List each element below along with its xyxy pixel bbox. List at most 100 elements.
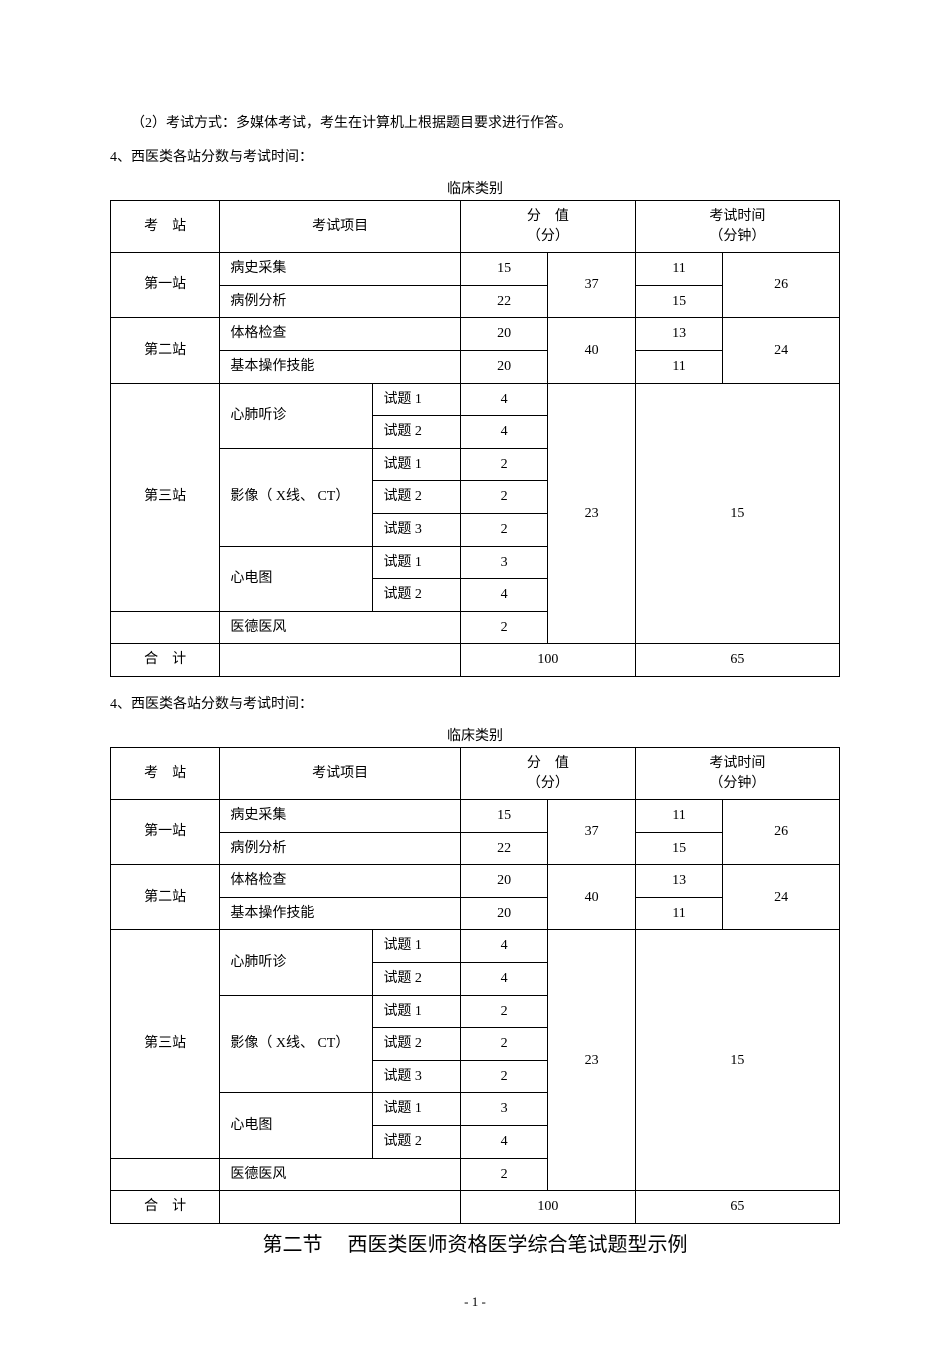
cell-q: 试题 1 (373, 1093, 460, 1126)
table-row: 合 计 100 65 (111, 644, 840, 677)
cell-score-sub: 40 (548, 318, 635, 383)
cell-time-sub: 15 (635, 383, 839, 644)
cell-item: 医德医风 (220, 1158, 461, 1191)
cell-time-sub: 26 (723, 253, 840, 318)
cell-score: 2 (460, 611, 547, 644)
cell-station-2: 第二站 (111, 318, 220, 383)
cell-score: 4 (460, 930, 547, 963)
paragraph-section-intro-2: 4、西医类各站分数与考试时间： (110, 691, 840, 719)
cell-item: 医德医风 (220, 611, 461, 644)
score-table-1: 考 站 考试项目 分 值 （分） 考试时间 （分钟） 第一站 病史采集 15 3… (110, 200, 840, 677)
cell-item: 心肺听诊 (220, 930, 373, 995)
cell-q: 试题 2 (373, 416, 460, 449)
cell-time: 11 (635, 350, 722, 383)
cell-station-2: 第二站 (111, 865, 220, 930)
cell-score: 2 (460, 513, 547, 546)
cell-score: 2 (460, 995, 547, 1028)
cell-score: 4 (460, 963, 547, 996)
table-caption-1: 临床类别 (110, 178, 840, 198)
paragraph-section-intro-1: 4、西医类各站分数与考试时间： (110, 144, 840, 172)
cell-empty (220, 1191, 461, 1224)
th-score: 分 值 （分） (460, 747, 635, 799)
table-row: 考 站 考试项目 分 值 （分） 考试时间 （分钟） (111, 201, 840, 253)
th-station: 考 站 (111, 201, 220, 253)
page-number: - 1 - (0, 1294, 950, 1310)
cell-station-3: 第三站 (111, 383, 220, 611)
cell-item: 病史采集 (220, 800, 461, 833)
cell-time: 13 (635, 865, 722, 898)
cell-score: 15 (460, 800, 547, 833)
table-caption-2: 临床类别 (110, 725, 840, 745)
cell-item: 心肺听诊 (220, 383, 373, 448)
cell-score: 2 (460, 481, 547, 514)
paragraph-exam-method: （2）考试方式：多媒体考试，考生在计算机上根据题目要求进行作答。 (110, 110, 840, 138)
cell-time: 15 (635, 832, 722, 865)
cell-empty (111, 1158, 220, 1191)
cell-empty (220, 644, 461, 677)
cell-score: 20 (460, 865, 547, 898)
cell-score: 22 (460, 285, 547, 318)
table-row: 合 计 100 65 (111, 1191, 840, 1224)
cell-item: 影像（ X线、 CT） (220, 995, 373, 1093)
cell-item: 心电图 (220, 546, 373, 611)
cell-station-1: 第一站 (111, 800, 220, 865)
cell-score-sub: 23 (548, 930, 635, 1191)
table-row: 第一站 病史采集 15 37 11 26 (111, 253, 840, 286)
cell-total-score: 100 (460, 1191, 635, 1224)
cell-total-time: 65 (635, 644, 839, 677)
cell-score: 3 (460, 1093, 547, 1126)
cell-time: 13 (635, 318, 722, 351)
cell-score: 20 (460, 897, 547, 930)
cell-q: 试题 2 (373, 1028, 460, 1061)
cell-item: 体格检查 (220, 865, 461, 898)
table-row: 第一站 病史采集 15 37 11 26 (111, 800, 840, 833)
cell-time-sub: 24 (723, 318, 840, 383)
cell-time: 15 (635, 285, 722, 318)
cell-time-sub: 24 (723, 865, 840, 930)
cell-score: 4 (460, 383, 547, 416)
cell-time: 11 (635, 253, 722, 286)
cell-time: 11 (635, 800, 722, 833)
cell-score: 4 (460, 579, 547, 612)
cell-total-label: 合 计 (111, 1191, 220, 1224)
cell-score: 20 (460, 318, 547, 351)
cell-q: 试题 2 (373, 963, 460, 996)
cell-station-1: 第一站 (111, 253, 220, 318)
th-time: 考试时间 （分钟） (635, 201, 839, 253)
cell-q: 试题 2 (373, 579, 460, 612)
cell-q: 试题 2 (373, 1126, 460, 1159)
score-table-2: 考 站 考试项目 分 值 （分） 考试时间 （分钟） 第一站 病史采集 15 3… (110, 747, 840, 1224)
cell-time-sub: 26 (723, 800, 840, 865)
cell-q: 试题 3 (373, 513, 460, 546)
table-row: 第二站 体格检查 20 40 13 24 (111, 865, 840, 898)
cell-item: 心电图 (220, 1093, 373, 1158)
cell-score: 3 (460, 546, 547, 579)
cell-score-sub: 40 (548, 865, 635, 930)
cell-score: 15 (460, 253, 547, 286)
cell-station-3: 第三站 (111, 930, 220, 1158)
cell-score: 4 (460, 1126, 547, 1159)
cell-item: 体格检查 (220, 318, 461, 351)
cell-q: 试题 1 (373, 383, 460, 416)
cell-score: 20 (460, 350, 547, 383)
cell-empty (111, 611, 220, 644)
table-row: 考 站 考试项目 分 值 （分） 考试时间 （分钟） (111, 747, 840, 799)
table-row: 第二站 体格检查 20 40 13 24 (111, 318, 840, 351)
th-station: 考 站 (111, 747, 220, 799)
cell-item: 基本操作技能 (220, 897, 461, 930)
th-score: 分 值 （分） (460, 201, 635, 253)
cell-score: 4 (460, 416, 547, 449)
cell-score: 2 (460, 1060, 547, 1093)
cell-total-time: 65 (635, 1191, 839, 1224)
th-time: 考试时间 （分钟） (635, 747, 839, 799)
cell-q: 试题 3 (373, 1060, 460, 1093)
cell-q: 试题 2 (373, 481, 460, 514)
cell-q: 试题 1 (373, 930, 460, 963)
cell-total-score: 100 (460, 644, 635, 677)
cell-score-sub: 37 (548, 253, 635, 318)
cell-item: 病史采集 (220, 253, 461, 286)
cell-item: 病例分析 (220, 285, 461, 318)
cell-time: 11 (635, 897, 722, 930)
cell-score-sub: 23 (548, 383, 635, 644)
section-title: 第二节 西医类医师资格医学综合笔试题型示例 (110, 1228, 840, 1257)
